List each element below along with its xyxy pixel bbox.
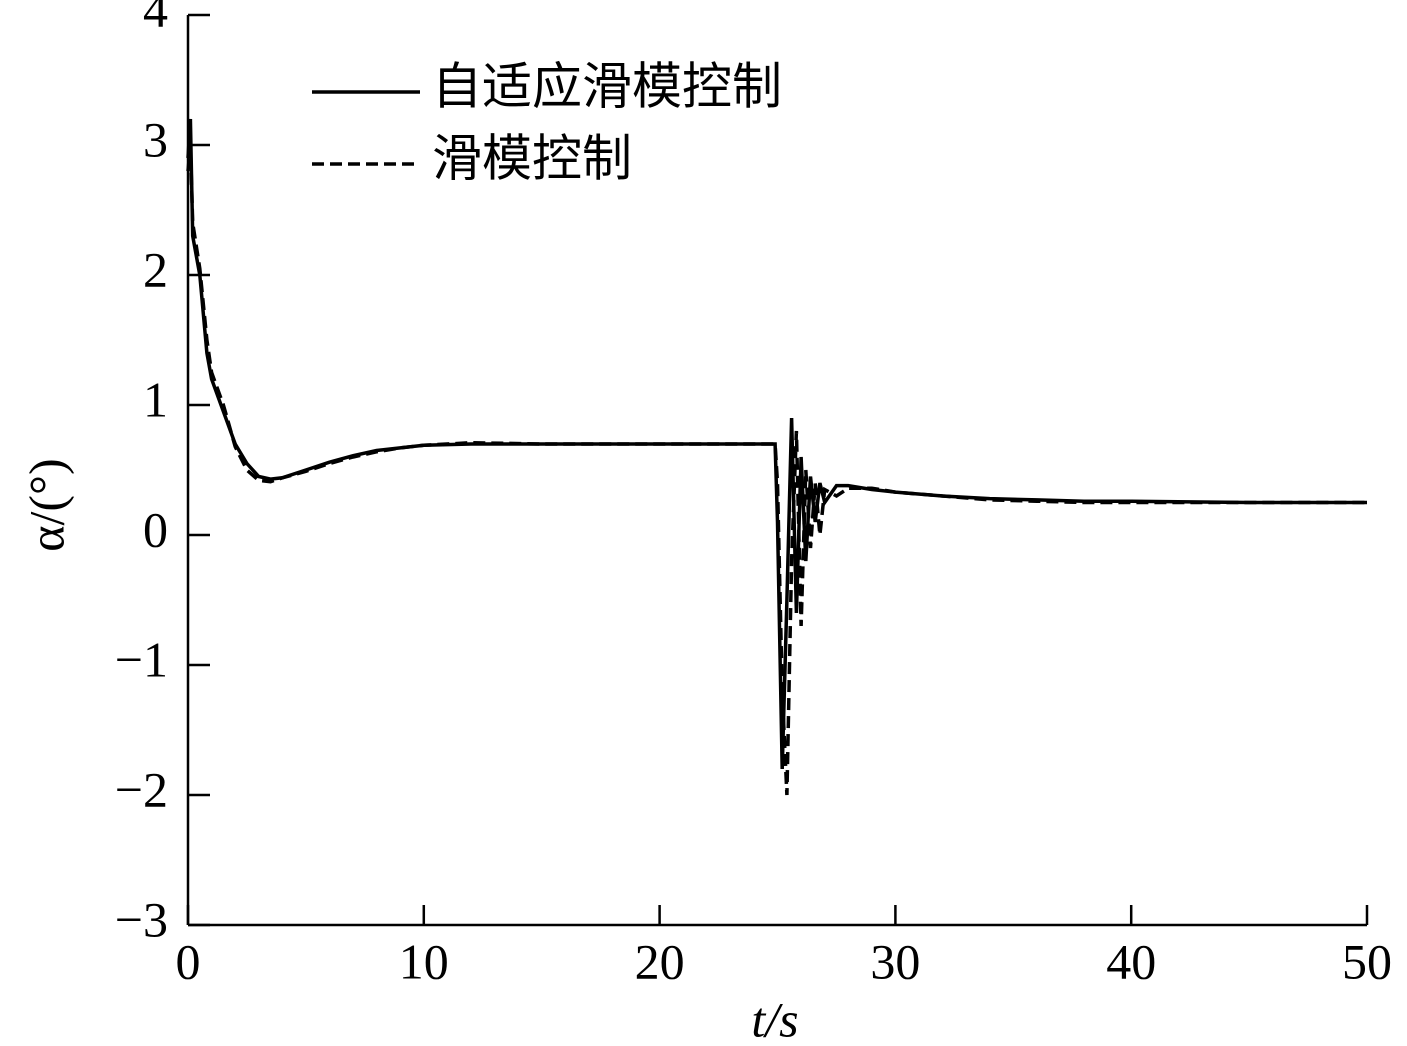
y-tick-label: 1 (143, 371, 168, 427)
series-line (186, 118, 1367, 770)
series-line (186, 144, 1367, 796)
legend-label: 滑模控制 (432, 130, 632, 186)
x-tick-label: 50 (1342, 933, 1392, 989)
y-tick-label: 2 (143, 241, 168, 297)
x-tick-label: 0 (176, 933, 201, 989)
y-tick-label: −3 (115, 891, 168, 947)
legend-label: 自适应滑模控制 (432, 58, 782, 114)
x-tick-label: 10 (399, 933, 449, 989)
x-tick-label: 40 (1106, 933, 1156, 989)
y-tick-label: 3 (143, 111, 168, 167)
x-tick-label: 20 (635, 933, 685, 989)
y-tick-label: −2 (115, 761, 168, 817)
y-axis-label: α/(°) (18, 458, 74, 551)
y-tick-label: −1 (115, 631, 168, 687)
x-axis-label: t/s (751, 991, 798, 1046)
y-tick-label: 0 (143, 501, 168, 557)
x-tick-label: 30 (870, 933, 920, 989)
y-tick-label: 4 (143, 0, 168, 37)
